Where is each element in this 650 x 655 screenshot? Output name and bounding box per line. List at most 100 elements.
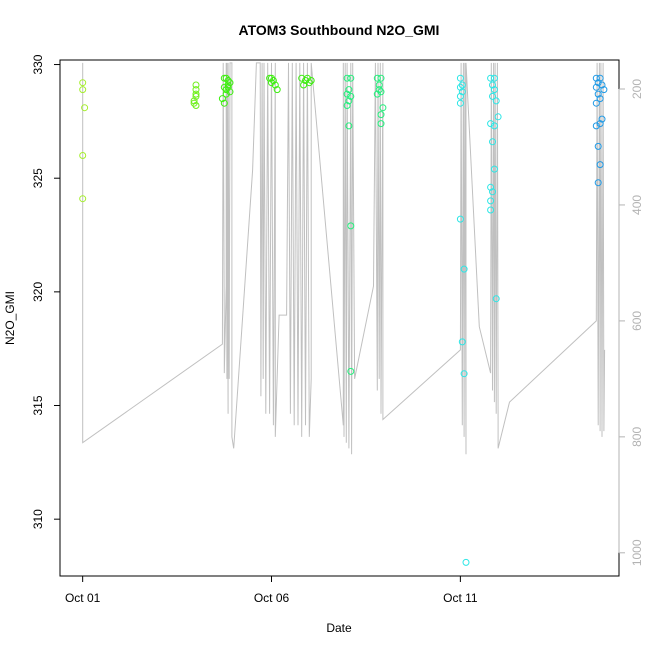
data-point xyxy=(226,79,234,87)
data-point xyxy=(307,77,315,84)
data-point xyxy=(224,81,232,89)
data-point xyxy=(373,74,381,82)
data-point xyxy=(458,338,466,346)
data-point xyxy=(347,74,355,82)
data-point xyxy=(456,99,464,107)
series-5 xyxy=(592,74,608,187)
data-point xyxy=(487,206,495,214)
data-point xyxy=(458,81,466,89)
data-point xyxy=(592,122,600,130)
data-point xyxy=(490,74,498,82)
y-tick-label: 315 xyxy=(31,395,45,415)
series-1 xyxy=(190,81,200,109)
data-point xyxy=(490,165,498,173)
data-point xyxy=(596,120,604,128)
y-axis-label: N2O_GMI xyxy=(3,291,17,345)
data-point xyxy=(487,183,495,191)
data-point xyxy=(377,88,385,96)
data-point xyxy=(271,81,279,89)
data-point xyxy=(489,92,496,100)
data-point xyxy=(79,86,87,94)
data-point xyxy=(456,83,464,91)
y2-tick-label: 1000 xyxy=(630,539,644,566)
data-point xyxy=(347,92,355,100)
data-point xyxy=(489,81,496,89)
data-point xyxy=(192,92,200,100)
data-point xyxy=(462,558,470,566)
y-tick-label: 310 xyxy=(31,509,45,529)
data-point xyxy=(192,81,200,89)
data-point xyxy=(494,113,502,121)
data-point xyxy=(492,97,500,105)
data-point xyxy=(192,102,200,109)
data-point xyxy=(379,104,387,112)
data-point xyxy=(598,81,606,89)
data-point xyxy=(490,122,498,130)
data-point xyxy=(190,99,198,107)
data-point xyxy=(266,74,274,82)
data-point xyxy=(377,111,385,119)
data-point xyxy=(460,370,468,378)
data-point xyxy=(303,74,311,82)
x-tick-label: Oct 06 xyxy=(254,591,290,605)
pressure-line-layer xyxy=(82,62,606,455)
data-point xyxy=(592,83,600,91)
data-point xyxy=(489,138,496,146)
data-point xyxy=(375,86,383,94)
data-point xyxy=(598,115,606,123)
data-point xyxy=(487,74,495,82)
data-point xyxy=(594,79,602,87)
data-point xyxy=(224,83,232,91)
data-point xyxy=(456,215,464,223)
data-point xyxy=(456,74,464,82)
data-point xyxy=(345,86,353,94)
data-point xyxy=(596,95,604,103)
data-point xyxy=(220,83,228,91)
data-point xyxy=(600,86,608,94)
y-tick-label: 325 xyxy=(31,168,45,188)
data-point xyxy=(192,90,200,98)
data-point xyxy=(222,90,230,98)
data-point xyxy=(487,120,495,128)
series-3 xyxy=(343,74,387,375)
data-point xyxy=(79,152,87,159)
data-point xyxy=(375,81,383,89)
data-point xyxy=(456,92,464,100)
data-point xyxy=(273,86,281,94)
data-point xyxy=(268,79,275,87)
data-point xyxy=(345,122,353,130)
y-tick-label: 320 xyxy=(31,282,45,302)
data-point xyxy=(220,74,228,82)
data-point xyxy=(492,295,500,303)
data-point xyxy=(268,74,275,82)
chart-title: ATOM3 Southbound N2O_GMI xyxy=(239,22,440,38)
data-point xyxy=(592,74,600,82)
data-point xyxy=(487,197,495,205)
x-axis-label: Date xyxy=(326,621,352,635)
pressure-line xyxy=(82,62,606,455)
data-point xyxy=(190,97,198,105)
data-point xyxy=(594,179,602,187)
data-point xyxy=(596,74,604,82)
data-point xyxy=(347,367,355,375)
data-point xyxy=(222,74,230,82)
data-point xyxy=(594,142,602,150)
y2-tick-label: 800 xyxy=(630,427,644,447)
data-point xyxy=(226,88,234,96)
data-point xyxy=(458,88,466,96)
data-point xyxy=(594,90,602,98)
data-point xyxy=(460,265,468,273)
data-point xyxy=(79,79,87,87)
data-point xyxy=(343,102,351,109)
data-point xyxy=(79,195,87,203)
y2-tick-label: 600 xyxy=(630,311,644,331)
data-point xyxy=(224,77,232,84)
data-point xyxy=(81,104,89,112)
data-point xyxy=(592,99,600,107)
data-point xyxy=(192,86,200,94)
data-point xyxy=(222,86,230,94)
data-point xyxy=(343,90,351,98)
